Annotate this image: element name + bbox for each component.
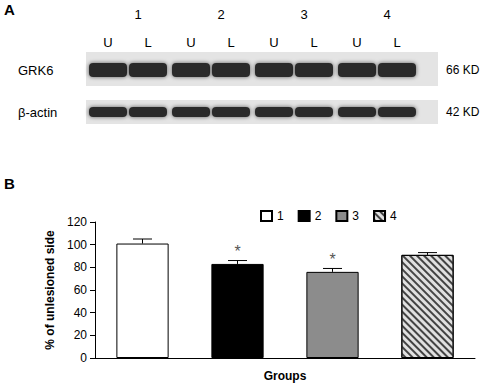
- svg-text:U: U: [103, 35, 112, 50]
- svg-text:U: U: [352, 35, 361, 50]
- svg-text:% of unlesioned side: % of unlesioned side: [43, 230, 57, 350]
- svg-text:4: 4: [383, 7, 390, 22]
- svg-text:0: 0: [80, 351, 87, 365]
- svg-text:3: 3: [300, 7, 307, 22]
- svg-text:*: *: [234, 243, 240, 260]
- svg-text:42 KD: 42 KD: [446, 105, 480, 119]
- svg-text:β-actin: β-actin: [18, 105, 57, 120]
- svg-text:U: U: [186, 35, 195, 50]
- svg-text:L: L: [310, 35, 317, 50]
- svg-text:L: L: [227, 35, 234, 50]
- svg-text:66 KD: 66 KD: [446, 63, 480, 77]
- svg-text:3: 3: [352, 209, 359, 223]
- svg-text:60: 60: [74, 283, 88, 297]
- svg-text:120: 120: [67, 215, 87, 229]
- svg-text:L: L: [393, 35, 400, 50]
- svg-text:20: 20: [74, 328, 88, 342]
- svg-text:Groups: Groups: [264, 369, 307, 383]
- svg-text:1: 1: [134, 7, 141, 22]
- svg-text:100: 100: [67, 238, 87, 252]
- svg-text:4: 4: [390, 209, 397, 223]
- svg-text:80: 80: [74, 260, 88, 274]
- svg-text:A: A: [4, 1, 15, 18]
- svg-text:GRK6: GRK6: [18, 63, 53, 78]
- svg-text:2: 2: [217, 7, 224, 22]
- svg-text:L: L: [144, 35, 151, 50]
- svg-text:B: B: [4, 175, 15, 192]
- svg-text:U: U: [269, 35, 278, 50]
- svg-text:1: 1: [277, 209, 284, 223]
- svg-text:40: 40: [74, 306, 88, 320]
- svg-text:*: *: [329, 251, 335, 268]
- svg-text:2: 2: [315, 209, 322, 223]
